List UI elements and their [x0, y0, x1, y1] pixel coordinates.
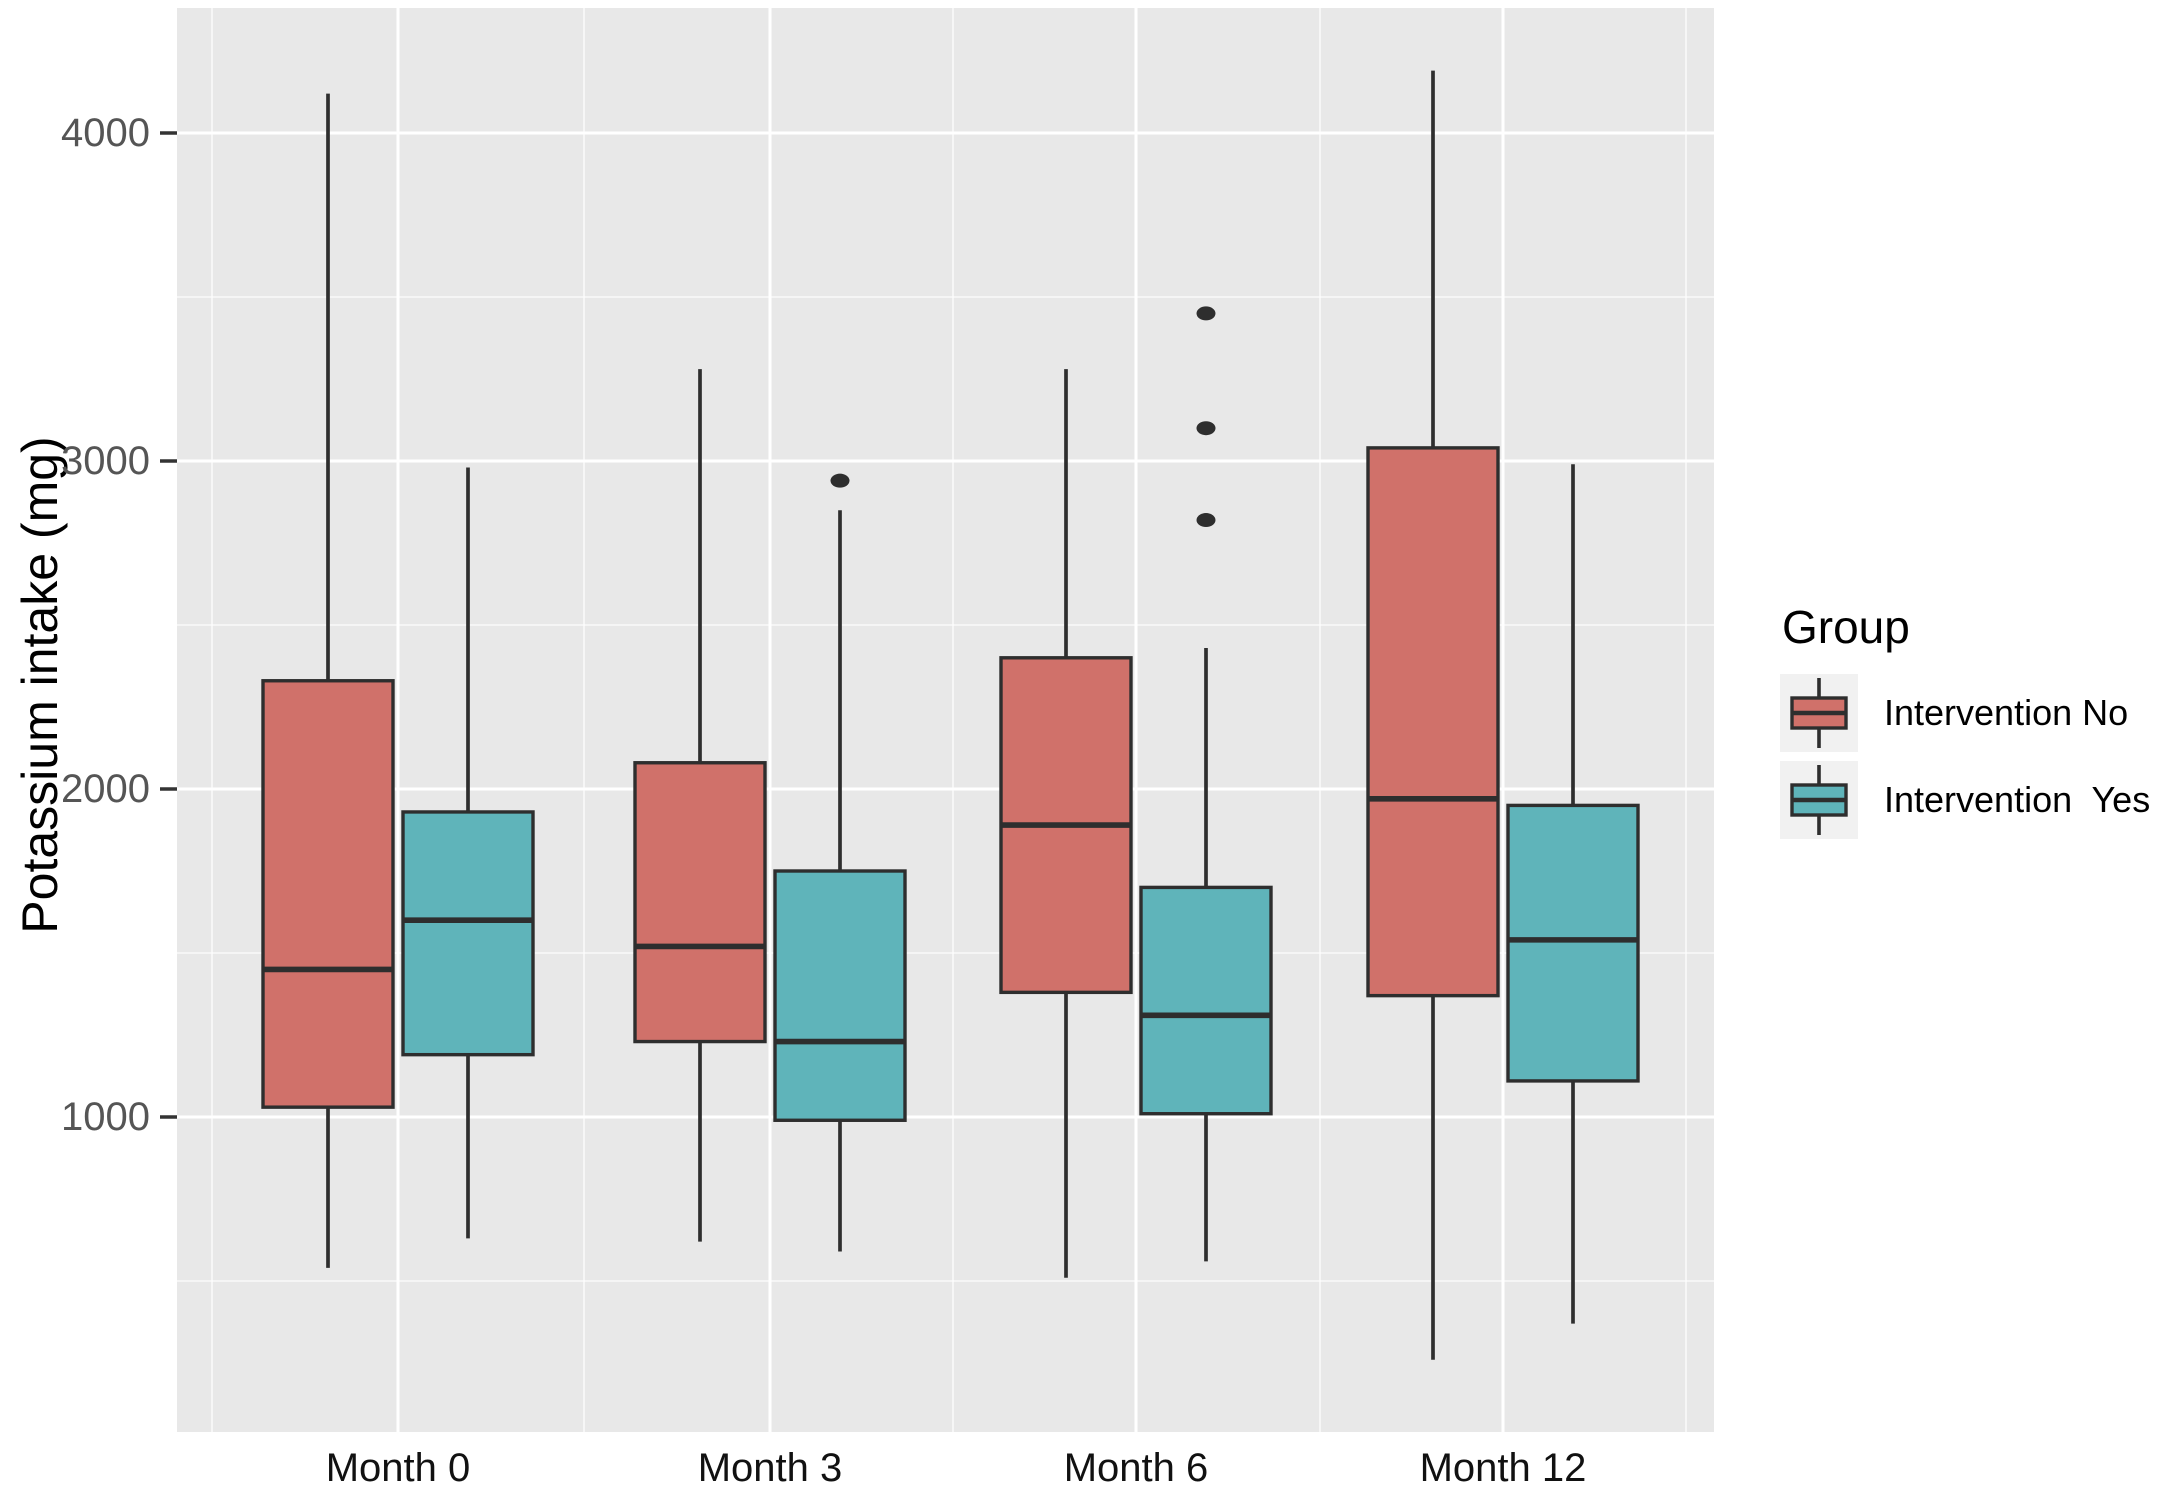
box-month-0-intervention-no: [261, 679, 395, 1109]
box-month-12-intervention-no: [1366, 446, 1500, 998]
legend-key-boxplot-icon-intervention-no: [1780, 674, 1858, 752]
legend-title: Group: [1782, 601, 1910, 653]
y-tick-label-1000: 1000: [61, 1095, 150, 1139]
legend-entry-intervention-yes: Intervention Yes: [1780, 761, 2150, 839]
outlier-point-month-3-intervention-yes-0: [830, 473, 850, 488]
legend-key-boxplot-icon-intervention-yes: [1780, 761, 1858, 839]
x-tick-label-month-3: Month 3: [697, 1446, 843, 1490]
y-axis-title: Potassium intake (mg): [12, 436, 68, 934]
x-tick-label-month-12: Month 12: [1419, 1446, 1587, 1490]
y-tick-label-2000: 2000: [61, 767, 150, 811]
legend: Group Intervention No Intervention Yes: [1780, 600, 2150, 848]
y-tick-label-4000: 4000: [61, 111, 150, 155]
box-month-6-intervention-yes: [1139, 885, 1273, 1116]
outlier-point-month-6-intervention-yes-0: [1196, 513, 1216, 528]
x-tick-label-month-0: Month 0: [325, 1446, 471, 1490]
outlier-point-month-6-intervention-yes-2: [1196, 306, 1216, 321]
outlier-point-month-6-intervention-yes-1: [1196, 421, 1216, 436]
legend-entry-intervention-no: Intervention No: [1780, 674, 2150, 752]
legend-entry-label: Intervention Yes: [1884, 779, 2151, 820]
box-month-3-intervention-no: [633, 761, 767, 1044]
legend-entries: Intervention No Intervention Yes: [1780, 674, 2150, 839]
x-tick-label-month-6: Month 6: [1063, 1446, 1209, 1490]
box-month-12-intervention-yes: [1506, 803, 1640, 1083]
box-month-0-intervention-yes: [401, 810, 535, 1057]
y-tick-label-3000: 3000: [61, 439, 150, 483]
box-month-3-intervention-yes: [773, 869, 907, 1122]
legend-entry-label: Intervention No: [1884, 692, 2129, 733]
